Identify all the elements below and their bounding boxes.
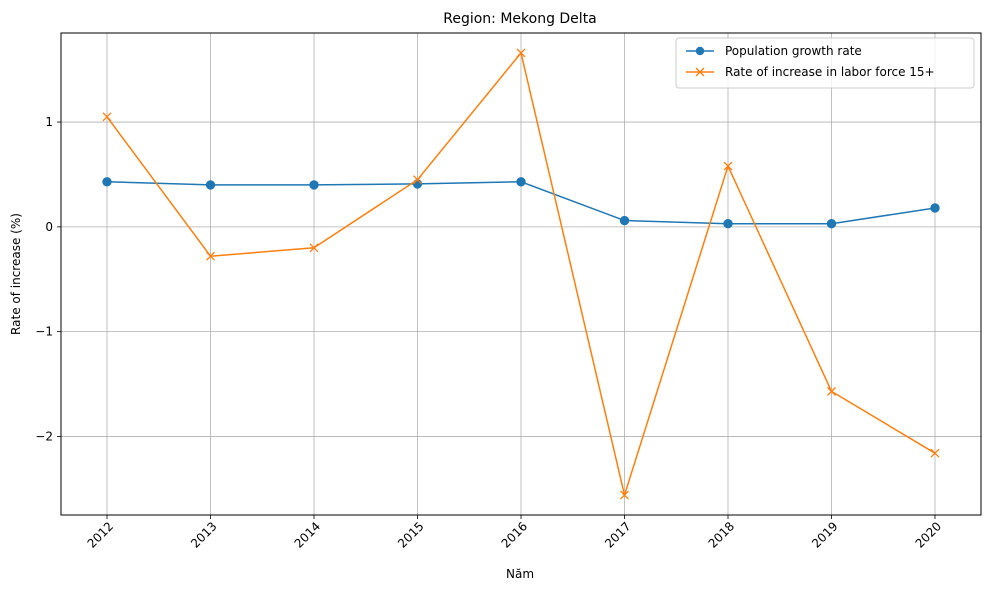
series-layer	[102, 48, 940, 500]
data-point	[930, 203, 940, 213]
legend-label: Rate of increase in labor force 15+	[725, 65, 935, 79]
data-point	[205, 180, 216, 190]
data-point	[516, 177, 526, 187]
data-point	[620, 490, 629, 500]
data-point	[826, 219, 837, 229]
data-point	[309, 180, 319, 190]
legend-entry: Rate of increase in labor force 15+	[686, 65, 935, 79]
data-point	[309, 243, 319, 253]
legend-label: Population growth rate	[725, 44, 862, 58]
legend-marker	[695, 46, 705, 56]
grid-lines	[61, 33, 981, 515]
legend-entry: Population growth rate	[686, 44, 862, 58]
x-axis-label: Năm	[506, 567, 534, 581]
y-tick-label: 1	[45, 115, 53, 129]
data-point	[206, 251, 215, 261]
y-tick-label: −1	[35, 325, 53, 339]
series-1	[102, 177, 940, 229]
data-point	[516, 48, 526, 58]
data-point	[723, 161, 733, 171]
y-tick-label: 0	[45, 220, 53, 234]
y-tick-label: −2	[35, 429, 53, 443]
y-axis-ticks: −2 −1 0 1	[35, 115, 61, 443]
data-point	[827, 386, 836, 396]
data-point	[619, 215, 630, 226]
data-point	[102, 112, 112, 122]
legend-marker	[695, 67, 705, 77]
data-point	[102, 177, 112, 187]
data-point	[930, 448, 940, 458]
data-point	[723, 219, 733, 229]
y-axis-label: Rate of increase (%)	[9, 213, 23, 335]
data-point	[413, 175, 422, 185]
chart-title: Region: Mekong Delta	[443, 11, 597, 27]
legend-frame	[675, 37, 975, 89]
series-2	[102, 48, 940, 500]
legend: Population growth rate Rate of increase i…	[675, 37, 975, 89]
